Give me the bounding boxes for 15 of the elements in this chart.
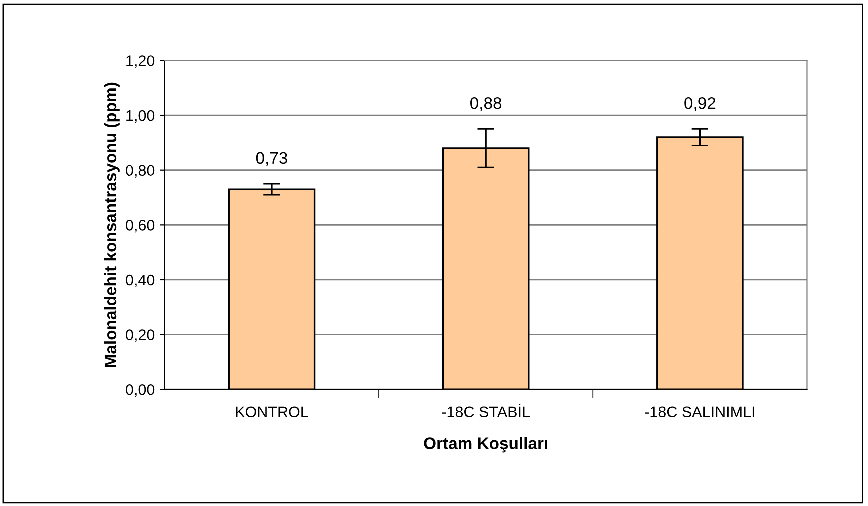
data-label: 0,88	[470, 97, 502, 112]
y-tick-label: 0,80	[126, 165, 155, 178]
x-axis-title: Ortam Koşulları	[424, 437, 548, 453]
data-label: 0,73	[256, 152, 288, 166]
y-tick-label: 0,20	[126, 330, 155, 342]
x-tick-label: KONTROL	[236, 406, 308, 418]
y-tick-label: 1,00	[126, 110, 155, 124]
data-label: 0,92	[684, 97, 716, 112]
y-tick-label: 1,20	[126, 56, 155, 68]
y-axis-title: Malonaldehit konsantrasyonu (ppm)	[104, 82, 120, 368]
y-tick-label: 0,40	[126, 274, 155, 288]
y-tick-label: 0,60	[126, 220, 155, 233]
x-tick-label: -18C SALINIMLI	[645, 406, 754, 418]
y-tick-label: 0,00	[126, 384, 155, 398]
x-tick-label: -18C STABİL	[442, 404, 530, 418]
